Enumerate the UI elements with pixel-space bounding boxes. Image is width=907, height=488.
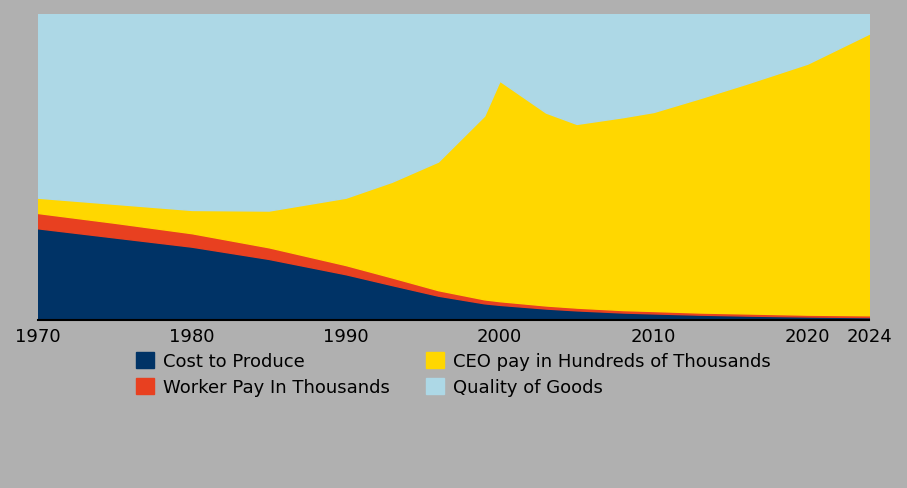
Legend: Cost to Produce, Worker Pay In Thousands, CEO pay in Hundreds of Thousands, Qual: Cost to Produce, Worker Pay In Thousands… (129, 345, 778, 403)
